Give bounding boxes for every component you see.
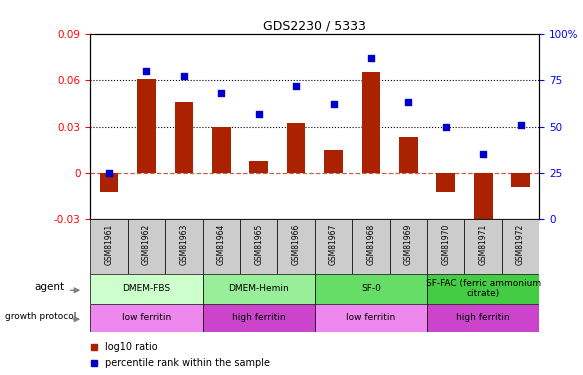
Bar	[427, 304, 539, 332]
Text: percentile rank within the sample: percentile rank within the sample	[104, 358, 269, 368]
Point	[441, 124, 451, 130]
Bar	[137, 79, 156, 173]
Bar	[250, 160, 268, 173]
Point	[516, 122, 525, 128]
Title: GDS2230 / 5333: GDS2230 / 5333	[264, 20, 366, 33]
Bar	[399, 137, 417, 173]
Bar	[240, 219, 278, 274]
Text: GSM81966: GSM81966	[292, 224, 301, 265]
Text: GSM81963: GSM81963	[180, 224, 188, 265]
Bar	[437, 173, 455, 192]
Text: GSM81964: GSM81964	[217, 224, 226, 265]
Bar	[502, 219, 539, 274]
Point	[179, 74, 188, 80]
Text: growth protocol: growth protocol	[5, 312, 76, 321]
Bar	[165, 219, 203, 274]
Point	[329, 101, 338, 107]
Bar	[90, 219, 128, 274]
Text: high ferritin: high ferritin	[456, 314, 510, 322]
Text: low ferritin: low ferritin	[122, 314, 171, 322]
Bar	[465, 219, 502, 274]
Point	[254, 111, 264, 117]
Bar	[427, 219, 465, 274]
Bar	[315, 304, 427, 332]
Text: log10 ratio: log10 ratio	[104, 342, 157, 352]
Bar	[128, 219, 165, 274]
Bar	[389, 219, 427, 274]
Bar	[511, 173, 530, 187]
Text: agent: agent	[34, 282, 65, 292]
Point	[142, 68, 151, 74]
Text: GSM81970: GSM81970	[441, 224, 450, 265]
Bar	[203, 304, 315, 332]
Text: GSM81965: GSM81965	[254, 224, 263, 265]
Bar	[174, 102, 193, 173]
Point	[104, 170, 114, 176]
Text: GSM81969: GSM81969	[404, 224, 413, 265]
Bar	[100, 173, 118, 192]
Text: low ferritin: low ferritin	[346, 314, 395, 322]
Text: GSM81967: GSM81967	[329, 224, 338, 265]
Bar	[324, 150, 343, 173]
Text: high ferritin: high ferritin	[232, 314, 286, 322]
Bar	[278, 219, 315, 274]
Bar	[315, 274, 427, 304]
Text: SF-FAC (ferric ammonium
citrate): SF-FAC (ferric ammonium citrate)	[426, 279, 540, 298]
Bar	[315, 219, 352, 274]
Text: SF-0: SF-0	[361, 284, 381, 293]
Point	[479, 152, 488, 157]
Bar	[90, 274, 203, 304]
Text: DMEM-FBS: DMEM-FBS	[122, 284, 171, 293]
Bar	[203, 219, 240, 274]
Text: GSM81962: GSM81962	[142, 224, 151, 265]
Text: GSM81971: GSM81971	[479, 224, 487, 265]
Bar	[287, 123, 305, 173]
Point	[217, 90, 226, 96]
Bar	[427, 274, 539, 304]
Bar	[361, 72, 380, 173]
Text: DMEM-Hemin: DMEM-Hemin	[229, 284, 289, 293]
Point	[366, 55, 375, 61]
Point	[403, 99, 413, 105]
Bar	[352, 219, 389, 274]
Bar	[203, 274, 315, 304]
Bar	[212, 127, 231, 173]
Bar	[474, 173, 493, 238]
Text: GSM81968: GSM81968	[367, 224, 375, 265]
Text: GSM81972: GSM81972	[516, 224, 525, 265]
Point	[292, 83, 301, 89]
Text: GSM81961: GSM81961	[104, 224, 114, 265]
Bar	[90, 304, 203, 332]
